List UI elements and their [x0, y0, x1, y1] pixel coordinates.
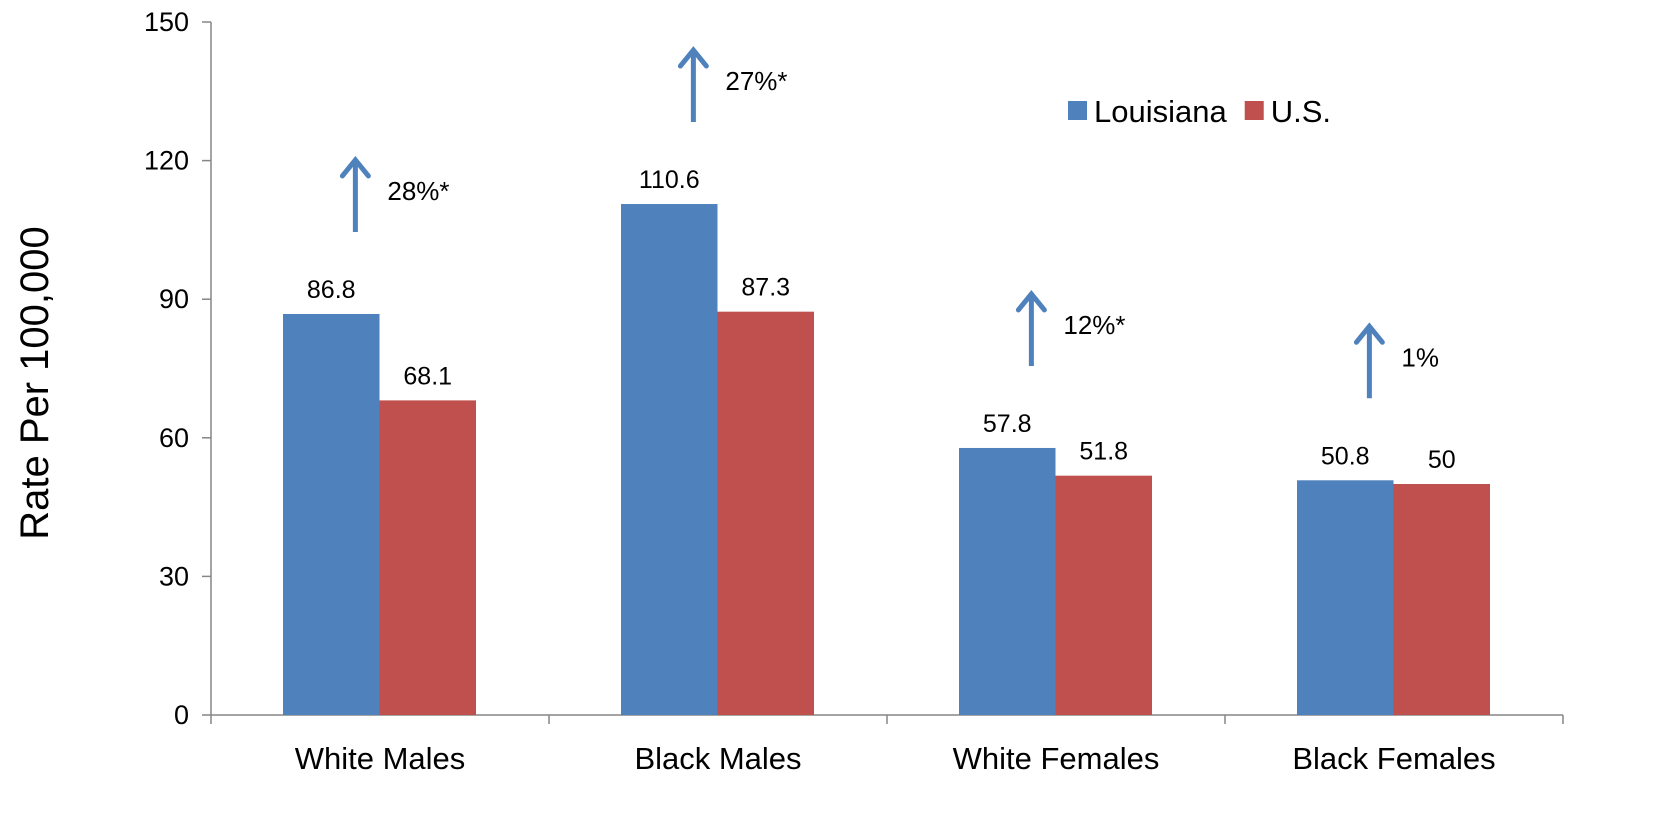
y-tick-label-30: 30: [159, 561, 189, 591]
change-annotation-white-females: 12%*: [1015, 289, 1126, 366]
up-arrow-icon: [339, 156, 371, 179]
change-annotation-black-males: 27%*: [677, 46, 788, 123]
legend-swatch-louisiana: [1068, 101, 1087, 120]
data-label-u-s-black-females: 50: [1428, 446, 1456, 474]
change-label-black-females: 1%: [1401, 342, 1439, 372]
legend-label-u-s: U.S.: [1271, 94, 1331, 129]
legend-label-louisiana: Louisiana: [1094, 94, 1227, 129]
bar-louisiana-black-females: [1297, 480, 1394, 715]
bars: [283, 204, 1490, 715]
y-tick-label-90: 90: [159, 284, 189, 314]
change-annotation-black-females: 1%: [1353, 322, 1439, 399]
y-axis-title: Rate Per 100,000: [13, 226, 57, 540]
y-tick-label-0: 0: [174, 700, 189, 730]
legend-item-u-s: U.S.: [1244, 94, 1331, 129]
change-annotation-white-males: 28%*: [339, 156, 450, 232]
data-label-louisiana-white-females: 57.8: [983, 410, 1032, 438]
bar-u-s-black-males: [717, 311, 814, 715]
up-arrow-icon: [1353, 322, 1385, 345]
legend: Louisiana U.S.: [1068, 94, 1331, 129]
up-arrow-icon: [1015, 289, 1047, 313]
category-label-white-males: White Males: [295, 741, 466, 776]
change-annotations: 28%* 27%* 12%* 1%: [339, 46, 1439, 399]
axes: 0 30 60 90 120 150 White Males Black Males White…: [144, 7, 1564, 776]
data-label-louisiana-black-females: 50.8: [1321, 442, 1370, 470]
bar-louisiana-white-females: [959, 447, 1056, 715]
category-label-white-females: White Females: [953, 741, 1160, 776]
data-label-u-s-white-males: 68.1: [403, 362, 452, 390]
bar-louisiana-black-males: [621, 204, 718, 715]
bar-u-s-black-females: [1393, 484, 1490, 715]
up-arrow-icon: [677, 46, 709, 69]
data-labels: 86.8 110.6 57.8 50.8 68.1 87.3 51.8 50: [307, 166, 1456, 474]
y-tick-label-120: 120: [144, 146, 189, 176]
bar-u-s-white-males: [379, 400, 476, 715]
change-label-white-males: 28%*: [387, 176, 449, 206]
data-label-u-s-black-males: 87.3: [741, 274, 790, 302]
legend-item-louisiana: Louisiana: [1068, 94, 1227, 129]
data-label-louisiana-white-males: 86.8: [307, 276, 356, 304]
category-label-black-females: Black Females: [1292, 741, 1495, 776]
legend-swatch-u-s: [1244, 101, 1264, 120]
bar-u-s-white-females: [1055, 475, 1152, 715]
y-tick-label-60: 60: [159, 423, 189, 453]
change-label-black-males: 27%*: [725, 66, 787, 96]
change-label-white-females: 12%*: [1063, 310, 1125, 340]
data-label-louisiana-black-males: 110.6: [639, 166, 700, 194]
y-tick-label-150: 150: [144, 7, 189, 37]
data-label-u-s-white-females: 51.8: [1079, 438, 1128, 466]
bar-louisiana-white-males: [283, 313, 380, 715]
category-label-black-males: Black Males: [634, 741, 801, 776]
